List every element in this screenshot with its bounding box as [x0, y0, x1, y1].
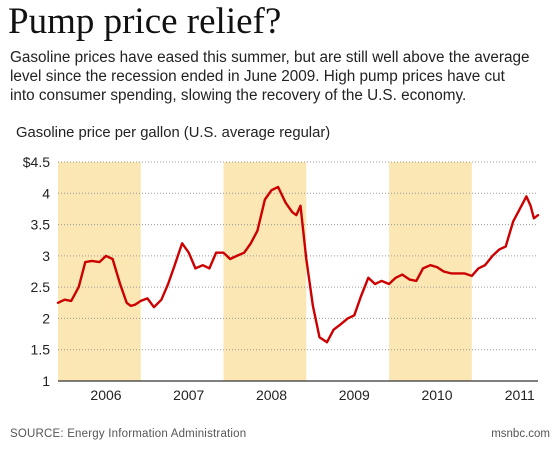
- x-tick-labels-layer: 2006 2007 2008 2009 2010 2011: [90, 387, 535, 403]
- x-tick-label-0: 2006: [90, 387, 121, 403]
- y-tick-label-5: 2: [42, 310, 50, 326]
- x-tick-label-4: 2010: [421, 387, 452, 403]
- y-tick-label-7: 1: [42, 373, 50, 389]
- shaded-band-0: [58, 162, 141, 381]
- chart-title: Pump price relief?: [8, 1, 282, 42]
- shaded-band-2: [389, 162, 472, 381]
- y-tick-label-4: 2.5: [31, 279, 51, 295]
- x-tick-label-5: 2011: [505, 387, 535, 403]
- shaded-bands-layer: [58, 162, 472, 381]
- x-tick-label-3: 2009: [339, 387, 370, 403]
- source-note: SOURCE: Energy Information Administratio…: [10, 428, 247, 440]
- x-tick-label-1: 2007: [173, 387, 204, 403]
- y-tick-labels-layer: $4.5 4 3.5 3 2.5 2 1.5 1: [23, 154, 50, 389]
- x-tick-label-2: 2008: [256, 387, 287, 403]
- price-line-layer: [56, 185, 540, 344]
- y-tick-label-0: $4.5: [23, 154, 50, 170]
- credit-note: msnbc.com: [491, 428, 550, 440]
- y-axis-label: Gasoline price per gallon (U.S. average …: [16, 125, 331, 141]
- price-series-line: [56, 185, 540, 344]
- shaded-band-1: [223, 162, 307, 381]
- y-tick-label-2: 3.5: [31, 217, 51, 233]
- gridlines-layer: [58, 161, 538, 382]
- y-tick-label-1: 4: [42, 185, 50, 201]
- y-tick-label-6: 1.5: [31, 342, 51, 358]
- y-tick-label-3: 3: [42, 248, 50, 264]
- chart-subtitle: Gasoline prices have eased this summer, …: [10, 49, 530, 104]
